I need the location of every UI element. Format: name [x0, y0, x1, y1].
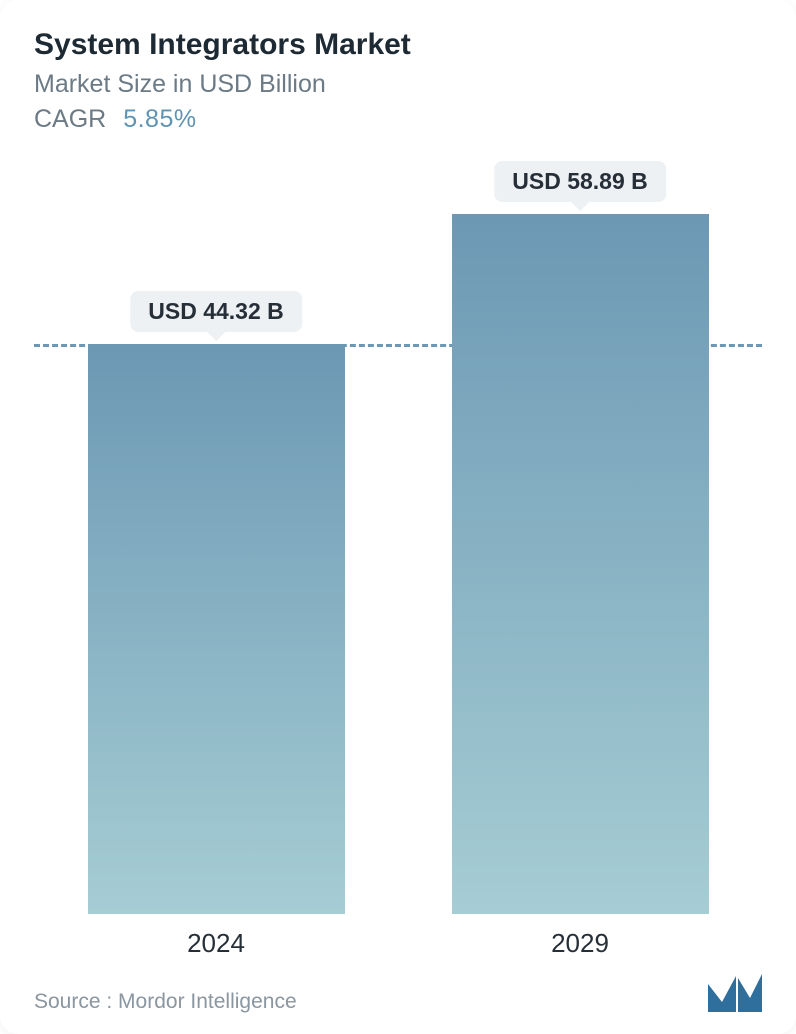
chart-title: System Integrators Market: [34, 28, 762, 62]
bar-col-1: USD 58.89 B: [452, 214, 709, 914]
cagr-value: 5.85%: [123, 105, 196, 133]
bars-row: USD 44.32 B USD 58.89 B: [34, 174, 762, 914]
chart-subtitle: Market Size in USD Billion: [34, 70, 762, 99]
chart-footer: Source : Mordor Intelligence: [34, 970, 762, 1014]
mordor-logo-icon: [706, 970, 762, 1014]
source-attribution: Source : Mordor Intelligence: [34, 990, 297, 1014]
cagr-row: CAGR 5.85%: [34, 105, 762, 134]
bar-2024: USD 44.32 B: [88, 344, 345, 914]
bar-col-0: USD 44.32 B: [88, 344, 345, 914]
x-label-2024: 2024: [88, 928, 345, 959]
value-badge-2029: USD 58.89 B: [494, 161, 666, 202]
x-axis: 2024 2029: [34, 928, 762, 959]
x-label-2029: 2029: [452, 928, 709, 959]
cagr-label: CAGR: [34, 105, 106, 133]
market-size-card: System Integrators Market Market Size in…: [0, 0, 796, 1034]
chart-plot-area: USD 44.32 B USD 58.89 B: [34, 174, 762, 914]
value-badge-2024: USD 44.32 B: [130, 291, 302, 332]
bar-2029: USD 58.89 B: [452, 214, 709, 914]
